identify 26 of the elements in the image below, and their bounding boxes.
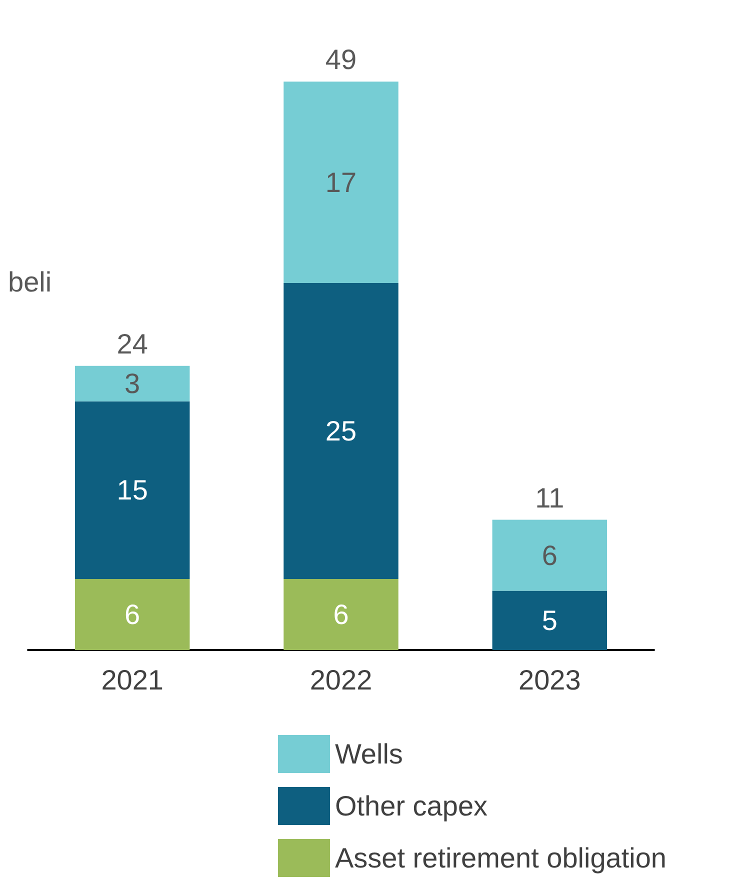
total-label: 11 — [535, 482, 564, 514]
data-label: 6 — [333, 598, 349, 630]
data-label: 6 — [542, 540, 558, 571]
total-label: 49 — [325, 44, 357, 76]
bar — [74, 401, 190, 579]
x-tick-label: 2021 — [101, 664, 164, 696]
bar — [284, 282, 398, 579]
x-tick-label: 2023 — [518, 664, 581, 696]
legend-label: Asset retirement obligation — [335, 842, 667, 874]
bar — [492, 520, 608, 591]
data-label: 25 — [325, 415, 357, 446]
data-label: 3 — [124, 368, 140, 400]
legend-label: Wells — [335, 738, 403, 770]
annotation: beli — [8, 266, 52, 298]
bar — [492, 590, 608, 650]
bar — [74, 578, 190, 650]
legend-label: Other capex — [335, 790, 488, 822]
data-label: 5 — [542, 604, 558, 636]
data-label: 6 — [124, 598, 140, 630]
x-tick-label: 2022 — [310, 664, 372, 696]
bar — [284, 578, 398, 650]
bar — [74, 366, 190, 402]
bar — [284, 82, 398, 283]
total-label: 24 — [116, 328, 148, 360]
data-label: 15 — [116, 474, 148, 506]
data-label: 17 — [325, 166, 357, 198]
